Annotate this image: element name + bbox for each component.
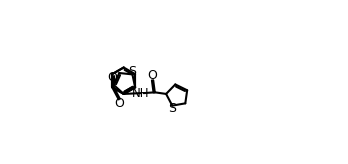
Text: O: O <box>107 71 117 84</box>
Text: NH: NH <box>132 87 149 100</box>
Text: O: O <box>148 69 157 82</box>
Text: S: S <box>128 65 136 78</box>
Text: S: S <box>168 102 176 115</box>
Text: O: O <box>114 97 125 110</box>
